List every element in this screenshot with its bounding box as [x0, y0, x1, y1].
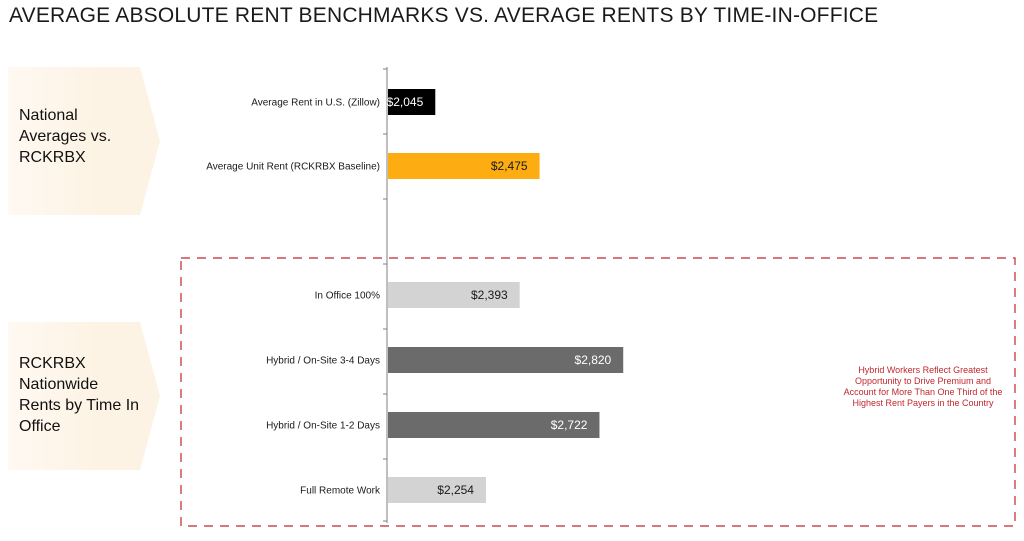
- value-label: $2,393: [471, 288, 508, 302]
- dashed-highlight-box: [180, 257, 1016, 527]
- panel-national-averages-label: National Averages vs. RCKRBX: [19, 107, 112, 166]
- value-label: $2,475: [491, 159, 528, 173]
- value-label: $2,820: [575, 353, 612, 367]
- category-label: Hybrid / On-Site 1-2 Days: [266, 421, 380, 432]
- bar-5: [388, 412, 600, 438]
- chart-title: AVERAGE ABSOLUTE RENT BENCHMARKS VS. AVE…: [9, 4, 879, 27]
- category-label: Hybrid / On-Site 3-4 Days: [266, 356, 380, 367]
- value-label: $2,045: [387, 95, 424, 109]
- bar-3: [388, 282, 520, 308]
- value-label: $2,254: [437, 483, 474, 497]
- panel-arrow-shape: [8, 67, 160, 215]
- panel-time-in-office: RCKRBX Nationwide Rents by Time In Offic…: [8, 322, 160, 470]
- category-label: Full Remote Work: [300, 486, 381, 497]
- value-label: $2,722: [551, 418, 588, 432]
- panel-national-averages: National Averages vs. RCKRBX: [8, 67, 160, 215]
- bar-2: [388, 153, 540, 179]
- panel-arrow-shape: [8, 322, 160, 470]
- bar-4: [388, 347, 624, 373]
- category-label: Average Unit Rent (RCKRBX Baseline): [206, 162, 380, 173]
- hybrid-workers-annotation: Hybrid Workers Reflect Greatest Opportun…: [843, 365, 1003, 408]
- bar-1: [388, 89, 436, 115]
- category-label: Average Rent in U.S. (Zillow): [251, 98, 380, 109]
- bar-6: [388, 477, 486, 503]
- panel-time-in-office-label: RCKRBX Nationwide Rents by Time In Offic…: [19, 355, 140, 435]
- category-label: In Office 100%: [315, 291, 381, 302]
